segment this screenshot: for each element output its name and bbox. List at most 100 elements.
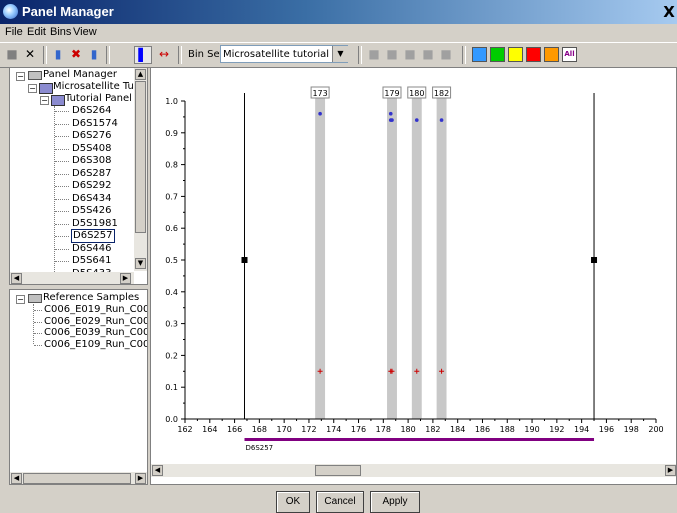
color-yellow-button[interactable] — [508, 47, 523, 62]
x-tick-label: 184 — [450, 425, 465, 434]
bin-label: 173 — [312, 89, 327, 98]
bin-plot[interactable]: 173 179 180 182 0.0 0.1 0.2 0.3 0.4 0.5 0.6 0.7 0.8 0… — [151, 68, 677, 465]
bin-set-select[interactable]: Microsatellite tutorial Bin... — [220, 45, 348, 63]
panel-tree: − Panel Manager − Microsatellite Tutor −… — [9, 67, 148, 285]
tree-root[interactable]: Panel Manager — [43, 69, 117, 80]
marker-item[interactable]: D5S641 — [72, 255, 112, 266]
kit-folder-icon — [39, 83, 53, 94]
collapse-icon[interactable]: − — [28, 84, 37, 93]
add-bin-icon[interactable]: ▮ — [54, 47, 62, 61]
scroll-left-icon[interactable]: ◀ — [152, 465, 163, 476]
menu-view[interactable]: View — [73, 26, 97, 38]
color-green-button[interactable] — [490, 47, 505, 62]
toolbar: ■ ✕ ▮ ✖ ▮ ▌ ↔ Bin Set: Microsatellite tu… — [0, 42, 677, 68]
color-red-button[interactable] — [526, 47, 541, 62]
tree-hscroll[interactable]: ◀ ▶ — [10, 272, 134, 284]
x-tick-label: 174 — [326, 425, 341, 434]
range-handle-right[interactable] — [591, 257, 598, 263]
title-bar: Panel Manager X — [0, 0, 677, 24]
x-tick-label: 162 — [177, 425, 192, 434]
marker-item[interactable]: D6S257 — [71, 229, 115, 243]
collapse-icon[interactable]: − — [40, 96, 49, 105]
menu-bins[interactable]: Bins — [50, 26, 72, 38]
marker-range-icon[interactable]: ▌ — [134, 46, 152, 64]
delete-bin-icon[interactable]: ✖ — [70, 47, 82, 61]
allele-point-red — [439, 368, 445, 374]
marker-item[interactable]: D6S446 — [72, 242, 112, 254]
x-tick-label: 198 — [624, 425, 639, 434]
bin-rect[interactable] — [315, 93, 326, 419]
plot-panel: 173 179 180 182 0.0 0.1 0.2 0.3 0.4 0.5 0.6 0.7 0.8 0… — [150, 67, 677, 485]
marker-item[interactable]: D6S264 — [72, 105, 112, 116]
sample-item[interactable]: C006_E029_Run_C006 — [44, 315, 148, 327]
marker-item[interactable]: D5S1981 — [72, 217, 118, 229]
scroll-left-icon[interactable]: ◀ — [11, 473, 22, 484]
sample-item[interactable]: C006_E109_Run_C006 — [44, 338, 148, 350]
x-tick-label: 170 — [277, 425, 292, 434]
marker-item[interactable]: D6S308 — [72, 155, 112, 166]
bin-width-icon[interactable]: ↔ — [158, 47, 170, 61]
marker-item[interactable]: D6S276 — [72, 130, 112, 141]
marker-item[interactable]: D6S287 — [72, 167, 112, 179]
chevron-down-icon[interactable]: ▼ — [332, 46, 348, 62]
x-tick-label: 196 — [599, 425, 614, 434]
cancel-button[interactable]: Cancel — [316, 491, 364, 513]
apply-button[interactable]: Apply — [370, 491, 420, 513]
plot-hscroll[interactable]: ◀ ▶ — [151, 464, 676, 477]
color-orange-button[interactable] — [544, 47, 559, 62]
y-tick-label: 1.0 — [165, 97, 178, 106]
delete-icon[interactable]: ✕ — [24, 47, 36, 61]
y-tick-label: 0.3 — [165, 320, 178, 329]
marker-item[interactable]: D5S426 — [72, 205, 112, 216]
color-blue-button[interactable] — [472, 47, 487, 62]
scroll-right-icon[interactable]: ▶ — [135, 473, 146, 484]
collapse-icon[interactable]: − — [16, 295, 25, 304]
reference-icon — [28, 294, 42, 303]
bin-rect[interactable] — [411, 93, 422, 419]
tree-kit[interactable]: Microsatellite Tutor — [53, 81, 148, 92]
scroll-thumb[interactable] — [315, 465, 361, 476]
bin-tool-icon[interactable]: ▮ — [90, 47, 98, 61]
marker-item[interactable]: D5S408 — [72, 142, 112, 154]
tree-vscroll[interactable]: ▲ ▼ — [134, 68, 147, 271]
scroll-left-icon[interactable]: ◀ — [11, 273, 22, 284]
scroll-up-icon[interactable]: ▲ — [135, 69, 146, 80]
bin-label-box — [432, 86, 452, 99]
marker-item[interactable]: D6S292 — [72, 180, 112, 191]
sample-item[interactable]: C006_E039_Run_C006 — [44, 327, 148, 338]
reference-hscroll[interactable]: ◀ ▶ — [10, 472, 147, 484]
x-tick-label: 180 — [400, 425, 415, 434]
bin-rect[interactable] — [436, 93, 447, 419]
scroll-thumb[interactable] — [135, 81, 146, 233]
bin-set-value: Microsatellite tutorial Bin... — [223, 49, 348, 60]
y-tick-label: 0.7 — [165, 192, 178, 201]
x-tick-label: 200 — [648, 425, 663, 434]
close-button[interactable]: X — [663, 3, 675, 21]
scroll-down-icon[interactable]: ▼ — [135, 258, 146, 269]
reference-root[interactable]: Reference Samples — [43, 292, 140, 303]
save-icon[interactable]: ■ — [6, 47, 18, 61]
scroll-thumb[interactable] — [23, 473, 131, 484]
allele-point-red — [317, 368, 323, 374]
marker-range-label: D6S257 — [245, 444, 273, 452]
scroll-right-icon[interactable]: ▶ — [120, 273, 131, 284]
panel-folder-icon — [51, 95, 65, 106]
allele-point-blue — [439, 118, 444, 122]
ok-button[interactable]: OK — [276, 491, 310, 513]
bin-label: 179 — [384, 89, 399, 98]
marker-item[interactable]: D6S1574 — [72, 117, 118, 129]
all-colors-button[interactable]: All — [562, 47, 577, 62]
allele-point-red — [414, 368, 420, 374]
scroll-right-icon[interactable]: ▶ — [665, 465, 676, 476]
bin-rect[interactable] — [387, 93, 397, 419]
x-tick-label: 178 — [376, 425, 391, 434]
menu-edit[interactable]: Edit — [27, 26, 46, 38]
sample-item[interactable]: C006_E019_Run_C006 — [44, 304, 148, 315]
range-handle-left[interactable] — [241, 257, 248, 263]
collapse-icon[interactable]: − — [16, 72, 25, 81]
tree-panel[interactable]: Tutorial Panel 9 — [65, 93, 142, 104]
marker-item[interactable]: D6S434 — [72, 192, 112, 204]
menu-file[interactable]: File — [5, 26, 23, 38]
disabled-tool-icon: ■ — [368, 47, 380, 61]
x-tick-label: 176 — [351, 425, 366, 434]
